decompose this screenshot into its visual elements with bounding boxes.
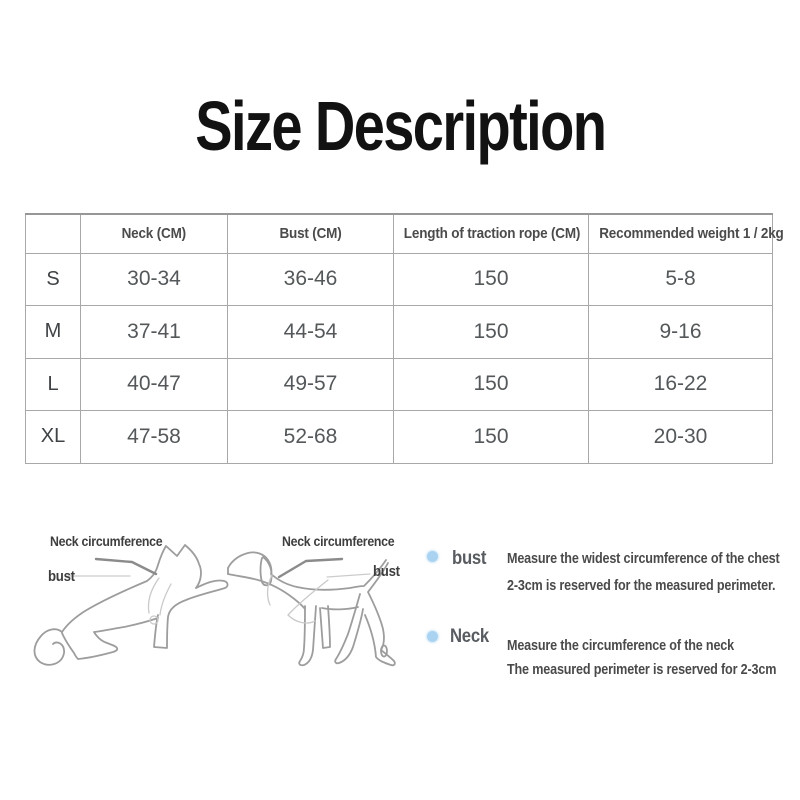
table-cell: 20-30 (588, 410, 773, 464)
dog-near-hindleg-path (334, 593, 364, 665)
dog-hock-mark (380, 644, 388, 658)
column-header-weight: Recommended weight 1 / 2kg (588, 213, 784, 254)
dog-harness-strap (287, 579, 329, 616)
table-cell: 36-46 (227, 252, 394, 306)
size-table: Neck (CM) Bust (CM) Length of traction r… (25, 213, 784, 464)
dog-tail-hindleg-path (364, 562, 396, 667)
dog-bust-label: bust (373, 563, 400, 580)
column-header-bust: Bust (CM) (227, 213, 394, 254)
table-cell: 37-41 (80, 305, 228, 359)
table-cell: 5-8 (588, 252, 773, 306)
table-cell: 150 (393, 252, 589, 306)
dog-chest-path (227, 573, 306, 610)
table-row-l: L 40-47 49-57 150 16-22 (25, 357, 773, 411)
table-cell: XL (25, 410, 81, 464)
legend-neck-line1: Measure the circumference of the neck (507, 637, 734, 654)
legend-neck-term: Neck (450, 626, 489, 647)
table-cell: 47-58 (80, 410, 228, 464)
table-cell: 9-16 (588, 305, 773, 359)
legend-bust-term: bust (452, 548, 487, 569)
table-cell: 150 (393, 305, 589, 359)
dog-bust-pointer-line (326, 573, 371, 578)
dog-front-leg-path (298, 605, 317, 667)
legend-bust-description: Measure the widest circumference of the … (507, 545, 800, 599)
table-cell: 52-68 (227, 410, 394, 464)
cat-body-path (33, 544, 202, 666)
pets-measurement-sketch (33, 544, 396, 667)
table-cell: 40-47 (80, 357, 228, 411)
legend-neck-line2: The measured perimeter is reserved for 2… (507, 661, 777, 678)
column-header-size (25, 213, 81, 254)
table-row-xl: XL 47-58 52-68 150 20-30 (25, 410, 773, 464)
cat-harness-ring (149, 615, 159, 625)
dog-ear-path (259, 556, 273, 587)
table-cell: 150 (393, 357, 589, 411)
table-row-s: S 30-34 36-46 150 5-8 (25, 252, 773, 306)
dog-harness-strap (266, 574, 273, 606)
table-cell: 44-54 (227, 305, 394, 359)
dog-neck-label: Neck circumference (282, 533, 395, 549)
size-table-header-row: Neck (CM) Bust (CM) Length of traction r… (25, 213, 784, 254)
cat-harness-strap (147, 577, 160, 614)
table-cell: 150 (393, 410, 589, 464)
table-row-m: M 37-41 44-54 150 9-16 (25, 305, 773, 359)
dog-sketch (227, 551, 396, 667)
dog-body-path (227, 551, 387, 591)
legend-bust-line2: 2-3cm is reserved for the measured perim… (507, 577, 776, 594)
column-header-rope-length: Length of traction rope (CM) (393, 213, 589, 254)
table-cell: L (25, 357, 81, 411)
dog-neck-pointer-line (277, 557, 344, 579)
page-title: Size Description (0, 90, 800, 162)
page-title-text: Size Description (194, 87, 607, 165)
table-cell: M (25, 305, 81, 359)
table-cell: 30-34 (80, 252, 228, 306)
cat-foreleg-path (153, 579, 229, 649)
bust-dot-icon (427, 551, 438, 562)
cat-neck-label: Neck circumference (50, 533, 163, 549)
legend-neck-description: Measure the circumference of the neck Th… (507, 634, 800, 682)
cat-harness-strap (159, 583, 172, 616)
table-cell: 49-57 (227, 357, 394, 411)
dog-harness-strap (287, 614, 316, 624)
cat-sketch (33, 544, 229, 666)
cat-neck-pointer-line (94, 557, 158, 576)
legend-bust-line1: Measure the widest circumference of the … (507, 550, 780, 567)
cat-belly-hindleg-path (61, 617, 159, 660)
table-cell: S (25, 252, 81, 306)
dog-far-front-leg-path (319, 605, 331, 649)
table-cell: 16-22 (588, 357, 773, 411)
column-header-neck: Neck (CM) (80, 213, 228, 254)
dog-belly-path (321, 606, 359, 611)
neck-dot-icon (427, 631, 438, 642)
cat-bust-label: bust (48, 568, 75, 585)
